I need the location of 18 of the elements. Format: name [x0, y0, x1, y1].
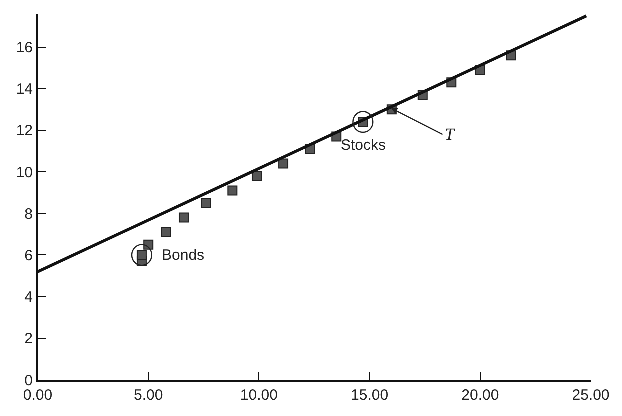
y-tick-label: 8: [24, 206, 33, 223]
annotation: T: [445, 125, 456, 144]
x-tick-label: 0.00: [23, 387, 53, 404]
y-tick-label: 10: [16, 164, 33, 182]
y-tick-label: 14: [16, 81, 33, 98]
y-tick-label: 2: [24, 330, 33, 348]
y-tick-label: 0: [24, 372, 33, 390]
annotation: Stocks: [341, 137, 386, 154]
y-tick-label: 4: [24, 289, 33, 306]
x-tick-label: 25.00: [572, 387, 610, 404]
y-tick-label: 12: [16, 122, 33, 140]
x-tick-label: 5.00: [134, 387, 164, 404]
x-tick-label: 15.00: [351, 387, 389, 404]
y-tick-label: 16: [16, 40, 33, 57]
x-tick-label: 20.00: [462, 387, 500, 404]
x-tick-label: 10.00: [240, 387, 278, 404]
y-tick-label: 6: [24, 247, 33, 264]
annotation: Bonds: [162, 247, 205, 264]
